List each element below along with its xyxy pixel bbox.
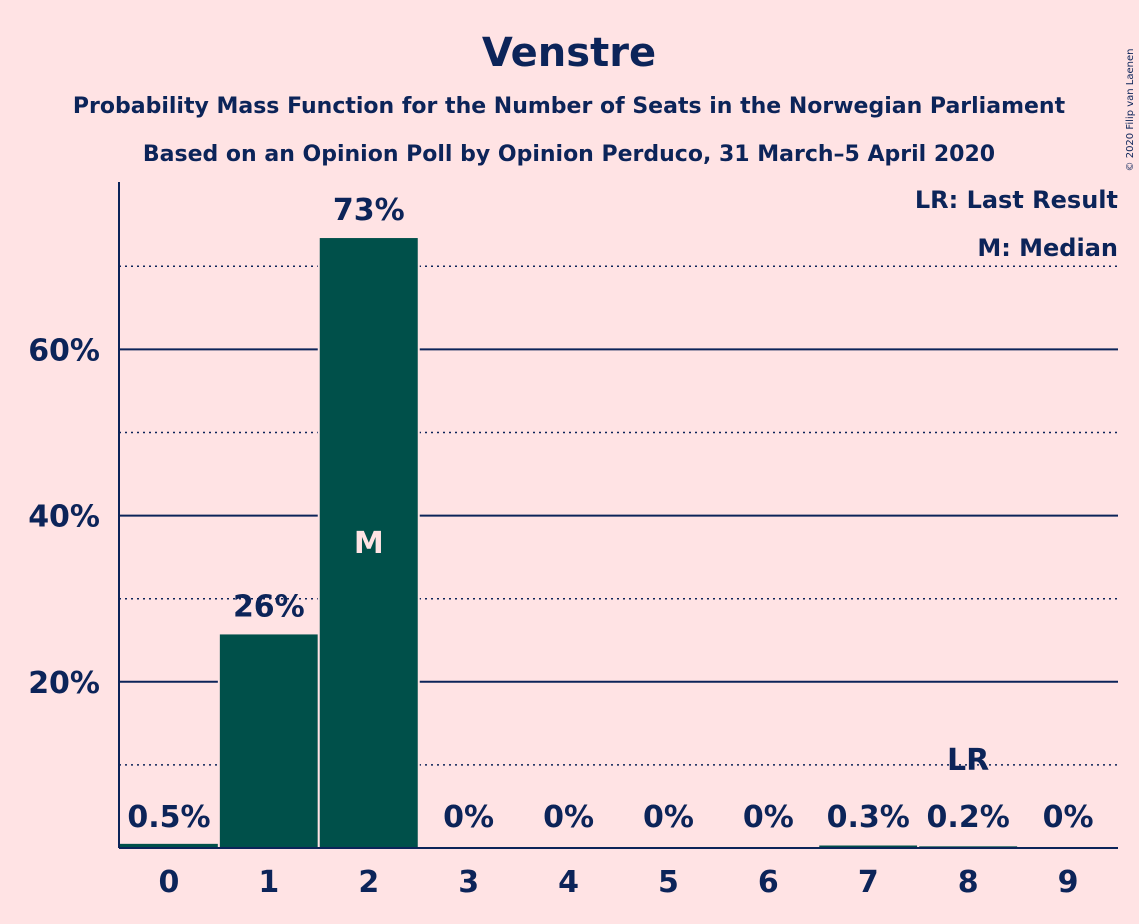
axes — [118, 182, 1118, 849]
x-tick-label: 7 — [858, 865, 879, 900]
chart-subtitle-2: Based on an Opinion Poll by Opinion Perd… — [143, 142, 995, 167]
x-tick-label: 8 — [958, 865, 979, 900]
x-tick-label: 3 — [458, 865, 479, 900]
value-labels: 0.5% 26% 73% 0% 0% 0% 0% 0.3% 0.2% 0% — [127, 193, 1093, 835]
y-tick-label: 20% — [28, 666, 100, 701]
x-tick-label: 9 — [1058, 865, 1079, 900]
value-label: 0% — [1043, 800, 1094, 835]
chart-subtitle-1: Probability Mass Function for the Number… — [73, 94, 1066, 119]
legend-last-result: LR: Last Result — [915, 186, 1118, 214]
gridlines — [119, 265, 1118, 766]
bar-halo — [917, 844, 1020, 848]
y-tick-label: 60% — [28, 333, 100, 368]
bars — [117, 236, 1020, 848]
value-label: 0% — [743, 800, 794, 835]
x-tick-label: 4 — [558, 865, 579, 900]
legend-median: M: Median — [977, 234, 1118, 262]
x-tick-label: 0 — [159, 865, 180, 900]
value-label: 73% — [333, 193, 405, 228]
value-label: 0.2% — [927, 800, 1010, 835]
value-label: 0.5% — [127, 800, 210, 835]
value-label: 0.3% — [827, 800, 910, 835]
x-tick-label: 2 — [358, 865, 379, 900]
bar — [219, 634, 318, 848]
bar — [819, 845, 918, 848]
x-tick-label: 6 — [758, 865, 779, 900]
copyright-notice: © 2020 Filip van Laenen — [1125, 49, 1136, 172]
y-tick-label: 40% — [28, 500, 100, 535]
x-tick-label: 5 — [658, 865, 679, 900]
last-result-marker: LR — [947, 743, 989, 778]
x-tick-labels: 0 1 2 3 4 5 6 7 8 9 — [159, 865, 1079, 900]
bar — [319, 238, 418, 848]
y-tick-labels: 20% 40% 60% — [28, 333, 100, 700]
value-label: 0% — [543, 800, 594, 835]
value-label: 0% — [643, 800, 694, 835]
median-marker: M — [354, 526, 384, 561]
value-label: 26% — [233, 589, 305, 624]
chart-title: Venstre — [482, 30, 656, 76]
value-label: 0% — [443, 800, 494, 835]
x-tick-label: 1 — [258, 865, 279, 900]
bar — [119, 843, 218, 848]
markers: M LR — [354, 526, 989, 778]
